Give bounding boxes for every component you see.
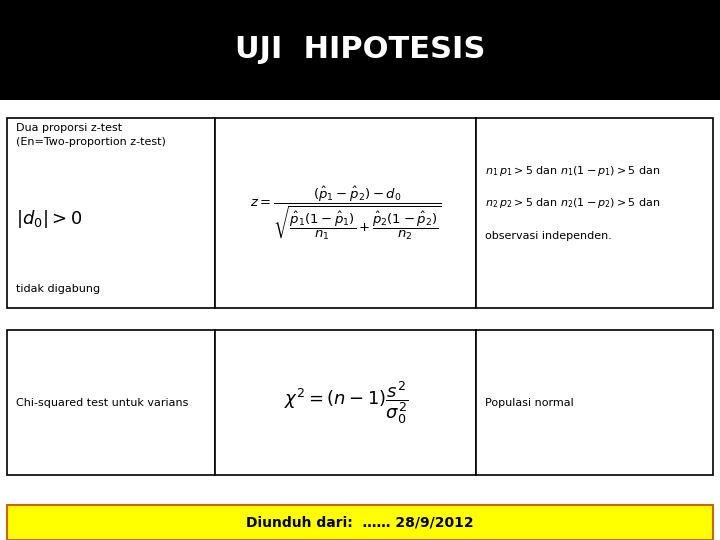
FancyBboxPatch shape xyxy=(7,330,215,475)
FancyBboxPatch shape xyxy=(477,330,713,475)
Text: observasi independen.: observasi independen. xyxy=(485,231,612,241)
Text: $n_1\, p_1 > 5$ dan $n_1(1-p_1) > 5$ dan: $n_1\, p_1 > 5$ dan $n_1(1-p_1) > 5$ dan xyxy=(485,164,660,178)
Text: $z = \dfrac{(\hat{p}_1 - \hat{p}_2) - d_0}{\sqrt{\dfrac{\hat{p}_1(1-\hat{p}_1)}{: $z = \dfrac{(\hat{p}_1 - \hat{p}_2) - d_… xyxy=(250,184,442,242)
Text: $|d_0| > 0$: $|d_0| > 0$ xyxy=(16,208,82,230)
Text: UJI  HIPOTESIS: UJI HIPOTESIS xyxy=(235,36,485,64)
FancyBboxPatch shape xyxy=(215,118,477,308)
Text: Diunduh dari:  …… 28/9/2012: Diunduh dari: …… 28/9/2012 xyxy=(246,516,474,530)
Text: tidak digabung: tidak digabung xyxy=(16,285,100,294)
Text: Dua proporsi z-test
(En=Two-proportion z-test): Dua proporsi z-test (En=Two-proportion z… xyxy=(16,124,166,146)
Text: $\chi^2 = (n-1)\dfrac{s^2}{\sigma_0^2}$: $\chi^2 = (n-1)\dfrac{s^2}{\sigma_0^2}$ xyxy=(284,379,408,426)
FancyBboxPatch shape xyxy=(0,0,720,100)
Text: Chi-squared test untuk varians: Chi-squared test untuk varians xyxy=(16,397,188,408)
FancyBboxPatch shape xyxy=(215,330,477,475)
Text: Populasi normal: Populasi normal xyxy=(485,397,574,408)
FancyBboxPatch shape xyxy=(477,118,713,308)
FancyBboxPatch shape xyxy=(7,118,215,308)
FancyBboxPatch shape xyxy=(7,505,713,540)
Text: $n_2\, p_2 > 5$ dan $n_2(1-p_2) > 5$ dan: $n_2\, p_2 > 5$ dan $n_2(1-p_2) > 5$ dan xyxy=(485,197,660,211)
